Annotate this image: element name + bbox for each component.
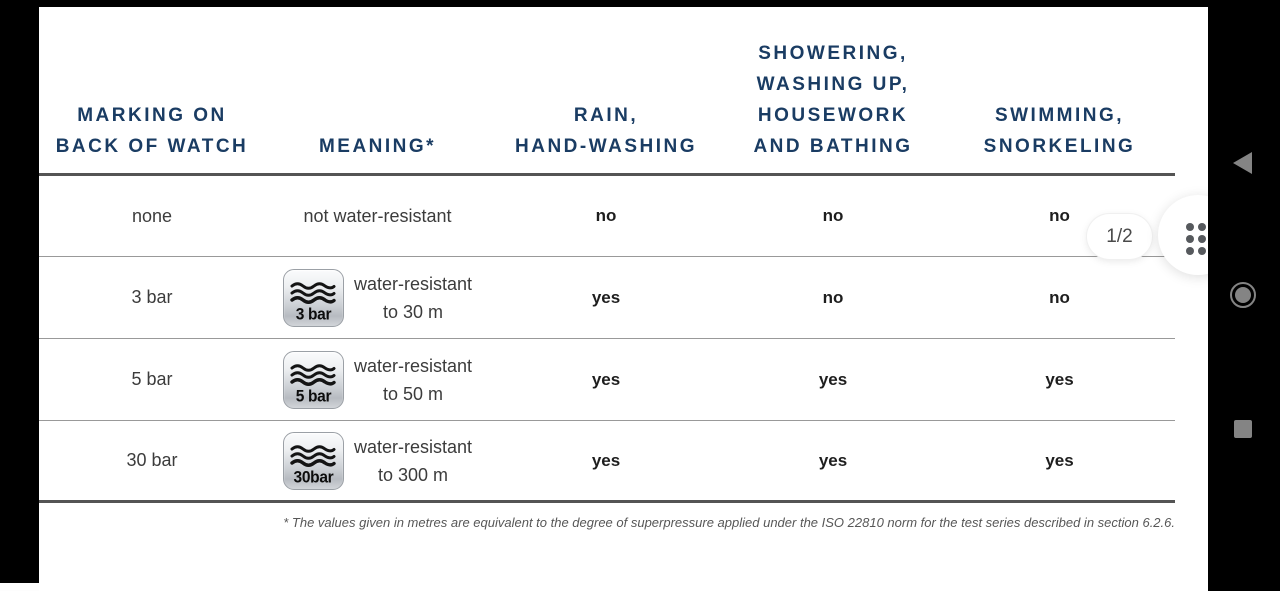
rain-cell: yes bbox=[591, 287, 621, 307]
swimming-cell: yes bbox=[1045, 450, 1074, 470]
marking-cell: 3 bar bbox=[131, 287, 173, 307]
marking-cell: 30 bar bbox=[126, 450, 178, 470]
swimming-cell: yes bbox=[1045, 369, 1074, 389]
table-row: 3 bar 3 bar water-resistant to 30 m bbox=[39, 257, 1175, 339]
column-header-swimming: SWIMMING, SNORKELING bbox=[944, 100, 1175, 162]
header-line: BACK OF WATCH bbox=[55, 136, 249, 157]
water-resistance-badge-icon: 30bar bbox=[282, 431, 344, 490]
meaning-cell: 30bar water-resistant to 300 m bbox=[265, 431, 490, 490]
waves-icon bbox=[290, 281, 337, 304]
swimming-cell: no bbox=[1049, 287, 1070, 307]
header-line: SWIMMING, bbox=[994, 105, 1125, 126]
meaning-line: water-resistant bbox=[353, 436, 473, 457]
six-dots-icon bbox=[1186, 223, 1206, 255]
meaning-cell: not water-resistant bbox=[303, 205, 452, 226]
recents-button-icon[interactable] bbox=[1234, 420, 1252, 438]
swimming-cell: no bbox=[1049, 206, 1070, 225]
document-page: MARKING ON BACK OF WATCH MEANING* RAIN, … bbox=[39, 7, 1208, 591]
rain-cell: no bbox=[595, 206, 617, 225]
page-indicator: 1/2 bbox=[1087, 214, 1152, 259]
meaning-text: water-resistant to 50 m bbox=[354, 352, 472, 408]
home-button-icon[interactable] bbox=[1230, 282, 1256, 308]
header-line: RAIN, bbox=[573, 105, 639, 126]
badge-label: 3 bar bbox=[295, 304, 332, 324]
meaning-cell: 5 bar water-resistant to 50 m bbox=[265, 350, 490, 409]
home-button-inner-circle bbox=[1235, 287, 1251, 303]
android-navigation-bar bbox=[1208, 0, 1280, 591]
header-line: MEANING* bbox=[318, 136, 437, 157]
showering-cell: no bbox=[822, 206, 844, 225]
meaning-line: water-resistant bbox=[353, 273, 473, 294]
waves-icon bbox=[290, 363, 337, 386]
rain-cell: yes bbox=[591, 450, 621, 470]
table-row: 30 bar 30bar water-resistant to 300 m bbox=[39, 421, 1175, 503]
rain-cell: yes bbox=[591, 369, 621, 389]
table-footnote: * The values given in metres are equival… bbox=[283, 515, 1175, 530]
table-row: 5 bar 5 bar water-resistant to 50 m bbox=[39, 339, 1175, 421]
page-indicator-label: 1/2 bbox=[1106, 225, 1133, 247]
column-header-marking: MARKING ON BACK OF WATCH bbox=[39, 100, 265, 162]
meaning-line: to 300 m bbox=[377, 464, 449, 485]
water-resistance-table: MARKING ON BACK OF WATCH MEANING* RAIN, … bbox=[39, 7, 1175, 503]
header-line: SHOWERING, bbox=[758, 43, 908, 64]
header-line: AND BATHING bbox=[753, 136, 913, 157]
water-resistance-badge-icon: 5 bar bbox=[282, 350, 344, 409]
column-header-showering: SHOWERING, WASHING UP, HOUSEWORK AND BAT… bbox=[722, 38, 944, 162]
meaning-text: water-resistant to 30 m bbox=[354, 270, 472, 326]
header-line: SNORKELING bbox=[983, 136, 1136, 157]
marking-cell: 5 bar bbox=[131, 369, 173, 389]
meaning-line: to 50 m bbox=[382, 383, 443, 404]
showering-cell: yes bbox=[818, 450, 848, 470]
showering-cell: no bbox=[822, 287, 844, 307]
waves-icon bbox=[290, 444, 337, 467]
header-line: HOUSEWORK bbox=[757, 105, 909, 126]
column-header-meaning: MEANING* bbox=[265, 131, 490, 162]
header-line: WASHING UP, bbox=[756, 74, 910, 95]
meaning-cell: 3 bar water-resistant to 30 m bbox=[265, 268, 490, 327]
meaning-line: to 30 m bbox=[382, 301, 443, 322]
table-row: none not water-resistant no no no bbox=[39, 176, 1175, 257]
column-header-rain: RAIN, HAND-WASHING bbox=[490, 100, 722, 162]
water-resistance-badge-icon: 3 bar bbox=[282, 268, 344, 327]
bottom-left-page-edge bbox=[0, 583, 39, 591]
header-line: MARKING ON bbox=[77, 105, 227, 126]
marking-cell: none bbox=[131, 205, 173, 226]
badge-label: 30bar bbox=[293, 467, 334, 487]
header-line: HAND-WASHING bbox=[515, 136, 697, 157]
showering-cell: yes bbox=[818, 369, 848, 389]
meaning-text: water-resistant to 300 m bbox=[354, 433, 472, 489]
meaning-line: water-resistant bbox=[353, 355, 473, 376]
back-button-icon[interactable] bbox=[1233, 152, 1252, 174]
badge-label: 5 bar bbox=[295, 386, 332, 406]
table-header-row: MARKING ON BACK OF WATCH MEANING* RAIN, … bbox=[39, 7, 1175, 176]
